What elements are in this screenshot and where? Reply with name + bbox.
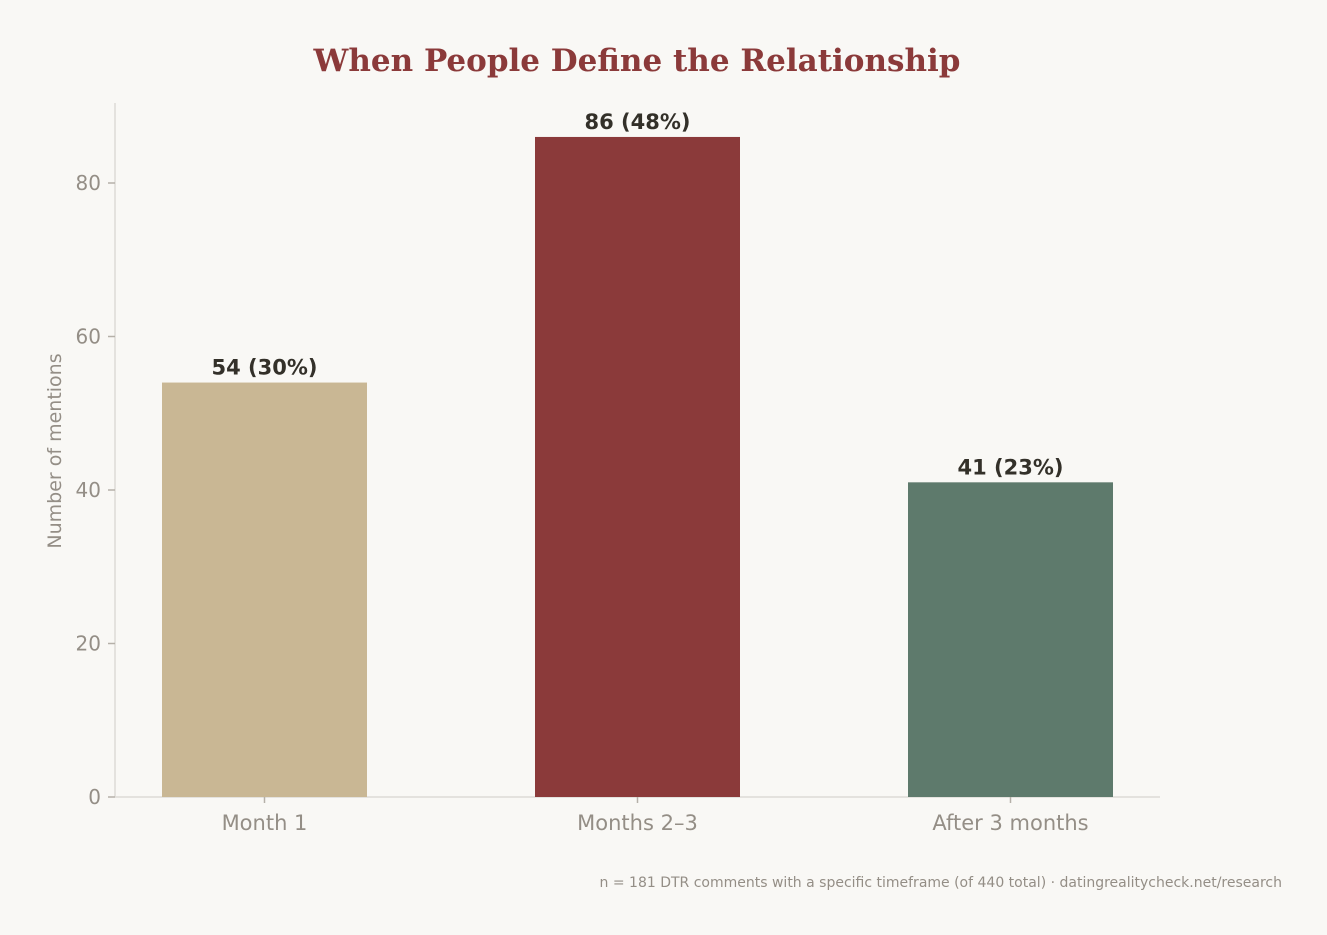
y-axis-ticks: 0 20 40 60 80	[76, 171, 115, 809]
y-tick-label: 20	[76, 632, 101, 656]
plot-area: 0 20 40 60 80 54 (30%) 86 (48%) 41 (23%) Month…	[76, 103, 1160, 835]
y-tick-label: 40	[76, 478, 101, 502]
x-tick-label: After 3 months	[932, 811, 1088, 835]
x-axis-ticks: Month 1 Months 2–3 After 3 months	[222, 797, 1089, 835]
footnote: n = 181 DTR comments with a specific tim…	[600, 875, 1282, 891]
x-tick-label: Month 1	[222, 811, 308, 835]
x-tick-label: Months 2–3	[577, 811, 698, 835]
bars	[162, 136, 1113, 797]
y-tick-label: 0	[88, 785, 101, 809]
bar	[908, 482, 1113, 797]
bar-data-label: 41 (23%)	[958, 455, 1064, 479]
y-tick-label: 60	[76, 325, 101, 349]
bar-data-label: 54 (30%)	[212, 356, 318, 380]
bar-data-labels: 54 (30%) 86 (48%) 41 (23%)	[212, 110, 1064, 479]
y-tick-label: 80	[76, 171, 101, 195]
bar-data-label: 86 (48%)	[585, 110, 691, 134]
y-axis-label: Number of mentions	[44, 353, 66, 548]
chart-title: When People Define the Relationship	[313, 43, 961, 79]
bar	[535, 136, 740, 797]
bar	[162, 382, 367, 797]
